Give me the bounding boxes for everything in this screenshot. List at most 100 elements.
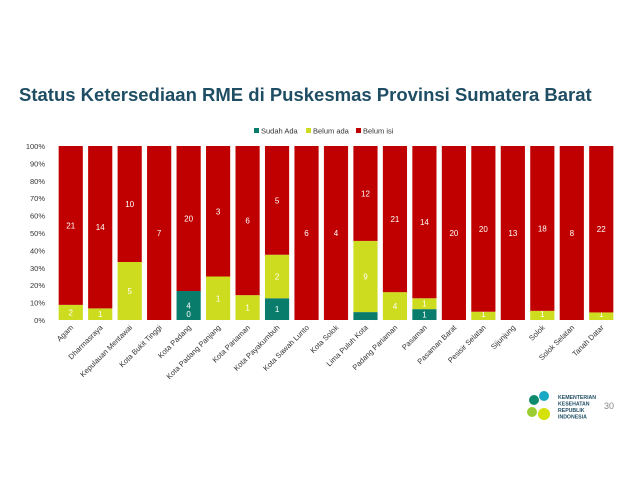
- data-label: 2: [69, 308, 74, 317]
- bar-segment: [58, 304, 83, 320]
- data-label: 1: [540, 310, 545, 319]
- y-tick-label: 50%: [30, 229, 45, 238]
- data-label: 0: [157, 319, 162, 328]
- bar-segment: [471, 146, 496, 312]
- y-axis: 0% 10% 20% 30% 40% 50% 60% 70% 80% 90% 100%: [26, 142, 46, 325]
- data-label: 0: [69, 319, 74, 328]
- data-label: 5: [127, 287, 132, 296]
- data-label: 22: [597, 225, 606, 234]
- data-label: 13: [508, 229, 517, 238]
- bar-segment: [500, 146, 525, 320]
- data-label: 0: [216, 319, 221, 328]
- data-label: 21: [66, 221, 75, 230]
- y-tick-label: 10%: [30, 299, 45, 308]
- logo-mark-icon: [527, 391, 550, 420]
- bars: 0221011405100074020013016125006004191204…: [58, 146, 614, 328]
- bar-segment: [88, 308, 113, 320]
- bar-segment: [589, 146, 614, 313]
- category-label: Pasaman: [400, 323, 429, 352]
- logo-text-1: KEMENTERIAN: [558, 395, 596, 401]
- data-label: 20: [479, 225, 488, 234]
- y-tick-label: 20%: [30, 281, 45, 290]
- data-label: 4: [334, 229, 339, 238]
- data-label: 1: [245, 304, 250, 313]
- page-title: Status Ketersediaan RME di Puskesmas Pro…: [19, 84, 592, 105]
- bar-segment: [264, 254, 290, 299]
- bar-segment: [559, 146, 584, 320]
- bar-segment: [412, 146, 437, 299]
- data-label: 3: [216, 207, 221, 216]
- bar-segment: [530, 146, 555, 311]
- data-label: 0: [304, 319, 309, 328]
- bar-segment: [88, 146, 113, 309]
- y-tick-label: 90%: [30, 159, 45, 168]
- data-label: 0: [127, 319, 132, 328]
- bar-segment: [176, 146, 201, 291]
- data-label: 4: [186, 302, 191, 311]
- data-label: 20: [449, 229, 458, 238]
- bar-segment: [294, 146, 319, 320]
- data-label: 20: [184, 215, 193, 224]
- bar-segment: [353, 240, 378, 313]
- chart-legend: Sudah Ada Belum ada Belum isi: [254, 127, 394, 136]
- data-label: 2: [275, 273, 280, 282]
- bar-segment: [412, 298, 437, 310]
- data-label: 1: [98, 310, 103, 319]
- page-number: 30: [604, 401, 615, 411]
- bar-segment: [353, 312, 378, 320]
- data-label: 12: [361, 189, 370, 198]
- data-label: 1: [275, 305, 280, 314]
- bar-segment: [264, 146, 290, 255]
- data-label: 0: [570, 319, 575, 328]
- logo-text-4: INDONESIA: [558, 415, 587, 421]
- y-tick-label: 100%: [26, 142, 46, 151]
- stacked-bar-chart: Sudah Ada Belum ada Belum isi 0% 10% 20% 30% 4…: [26, 127, 614, 381]
- data-label: 0: [481, 319, 486, 328]
- bar-segment: [235, 146, 260, 296]
- bar-segment: [382, 292, 408, 320]
- legend-label: Sudah Ada: [261, 127, 299, 136]
- bar-segment: [58, 146, 83, 305]
- bar-segment: [471, 311, 496, 320]
- bar-segment: [589, 312, 614, 320]
- bar-segment: [147, 146, 172, 320]
- bar-segment: [382, 146, 408, 293]
- category-label: Sijunjung: [489, 323, 517, 351]
- bar-segment: [530, 310, 555, 320]
- data-label: 0: [511, 319, 516, 328]
- data-label: 1: [422, 311, 427, 320]
- data-label: 6: [304, 229, 309, 238]
- legend-swatch: [356, 128, 361, 133]
- data-label: 6: [245, 217, 250, 226]
- y-tick-label: 70%: [30, 194, 45, 203]
- y-tick-label: 0%: [34, 316, 45, 325]
- legend-label: Belum isi: [363, 127, 394, 136]
- data-label: 1: [599, 310, 604, 319]
- data-label: 18: [538, 224, 547, 233]
- category-label: Kota Padang Panjang: [165, 323, 223, 381]
- bar-segment: [206, 276, 231, 320]
- legend-swatch: [254, 128, 259, 133]
- data-label: 9: [363, 273, 368, 282]
- y-tick-label: 40%: [30, 246, 45, 255]
- data-label: 1: [422, 300, 427, 309]
- data-label: 0: [245, 319, 250, 328]
- data-label: 5: [275, 196, 280, 205]
- bar-segment: [117, 146, 142, 262]
- data-label: 14: [420, 218, 429, 227]
- bar-segment: [264, 298, 290, 320]
- data-label: 7: [157, 229, 162, 238]
- bar-segment: [176, 291, 201, 320]
- category-label: Tanah Datar: [570, 323, 606, 359]
- y-tick-label: 30%: [30, 264, 45, 273]
- data-label: 0: [599, 319, 604, 328]
- data-label: 1: [216, 294, 221, 303]
- data-label: 0: [186, 310, 191, 319]
- bar-segment: [353, 146, 378, 241]
- legend-swatch: [306, 128, 311, 133]
- category-label: Kepulauan Mentawai: [78, 323, 134, 379]
- bar-segment: [117, 262, 142, 320]
- bar-segment: [235, 295, 260, 320]
- data-label: 0: [540, 319, 545, 328]
